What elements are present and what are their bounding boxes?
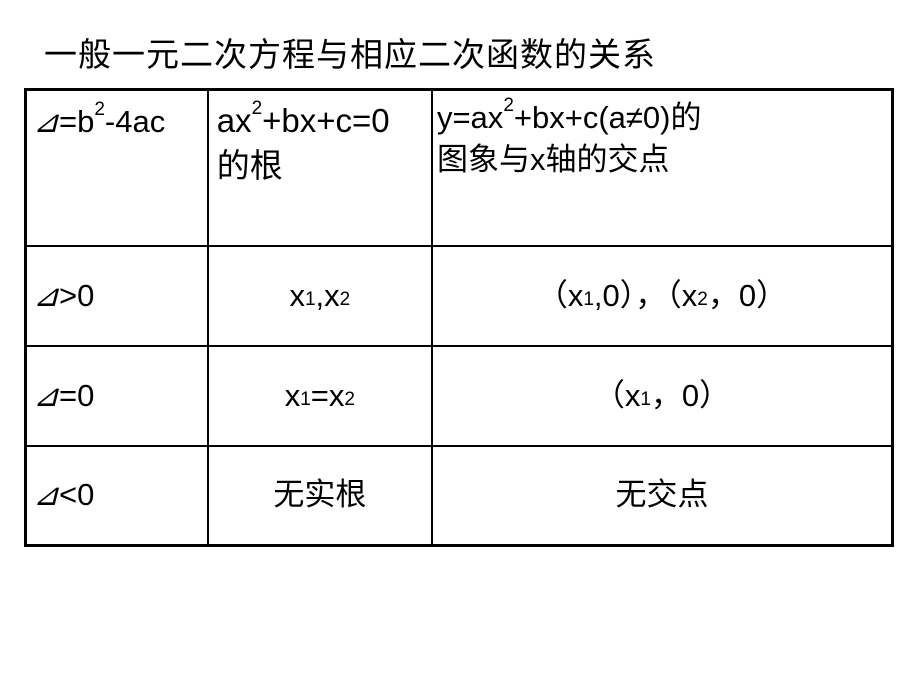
header-discriminant: ⊿=b2-4ac (27, 91, 207, 143)
table-row: ⊿=0 x1=x2 （x1，0） (26, 346, 893, 446)
page-title: 一般一元二次方程与相应二次函数的关系 (44, 28, 896, 76)
header-equation: ax2+bx+c=0的根 (209, 91, 431, 189)
cell-roots-negative: 无实根 (209, 447, 431, 545)
relation-table: ⊿=b2-4ac ax2+bx+c=0的根 y=ax2+bx+c(a≠0)的图象… (24, 88, 894, 547)
cell-d-negative: ⊿<0 (27, 447, 207, 545)
cell-roots-zero: x1=x2 (209, 347, 431, 445)
table-header-row: ⊿=b2-4ac ax2+bx+c=0的根 y=ax2+bx+c(a≠0)的图象… (26, 90, 893, 246)
table-row: ⊿<0 无实根 无交点 (26, 446, 893, 546)
cell-intersect-negative: 无交点 (433, 447, 891, 545)
cell-roots-positive: x1,x2 (209, 247, 431, 345)
header-function: y=ax2+bx+c(a≠0)的图象与x轴的交点 (433, 91, 891, 181)
cell-d-zero: ⊿=0 (27, 347, 207, 445)
table-row: ⊿>0 x1,x2 （x1,0），（x2，0） (26, 246, 893, 346)
cell-intersect-positive: （x1,0），（x2，0） (433, 247, 891, 345)
cell-d-positive: ⊿>0 (27, 247, 207, 345)
cell-intersect-zero: （x1，0） (433, 347, 891, 445)
